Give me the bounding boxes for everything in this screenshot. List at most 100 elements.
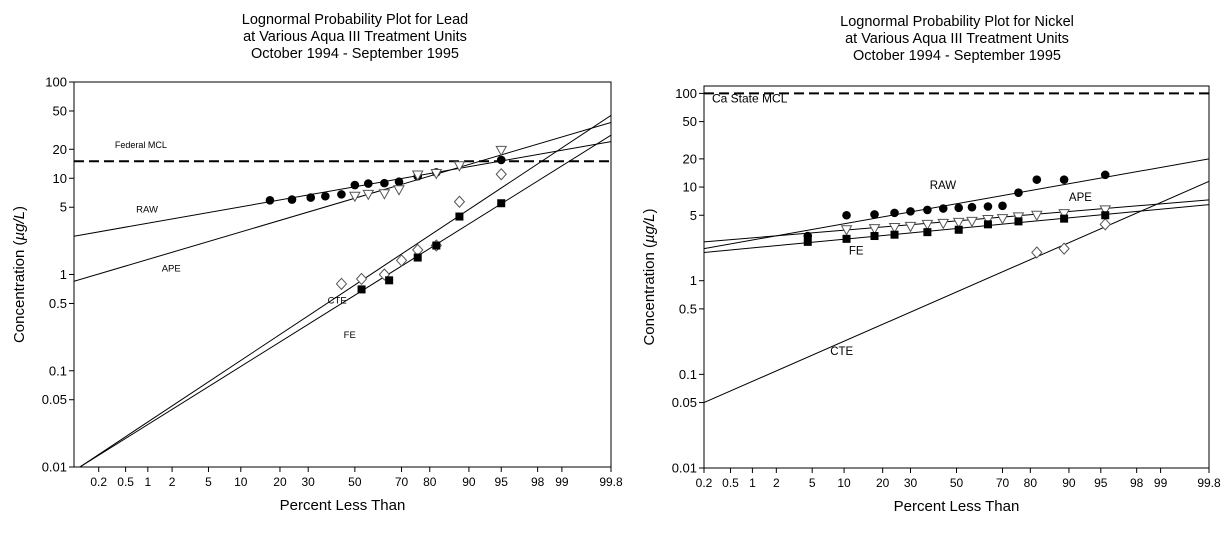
- chart-title-line: at Various Aqua III Treatment Units: [243, 29, 467, 45]
- y-axis-label-suffix: ): [11, 206, 28, 211]
- filled-square-marker: [842, 234, 851, 243]
- x-tick-label: 50: [950, 476, 964, 490]
- filled-circle-marker: [938, 204, 948, 213]
- open-triangle-marker: [840, 225, 853, 236]
- y-axis-label: Concentration (µg/L): [11, 206, 28, 343]
- y-tick-label: 5: [60, 200, 67, 215]
- open-triangle-marker: [393, 185, 405, 196]
- filled-square-marker: [890, 230, 899, 239]
- x-tick-label: 0.5: [722, 476, 739, 490]
- open-triangle-marker: [868, 224, 881, 235]
- filled-circle-marker: [890, 208, 899, 218]
- open-triangle-marker: [952, 217, 965, 229]
- x-tick-label: 30: [302, 475, 316, 489]
- x-tick-label: 2: [773, 476, 780, 490]
- fit-line-raw: [74, 141, 611, 237]
- x-axis-label: Percent Less Than: [894, 498, 1020, 515]
- filled-circle-marker: [998, 201, 1007, 211]
- open-diamond-marker: [1058, 242, 1070, 255]
- x-tick-label: 99: [1154, 476, 1168, 490]
- chart-title-line: October 1994 - September 1995: [251, 46, 459, 62]
- filled-square-marker: [954, 225, 963, 234]
- open-triangle-marker: [1030, 210, 1043, 222]
- y-tick-label: 100: [45, 75, 67, 90]
- x-tick-label: 50: [348, 475, 362, 489]
- y-tick-label: 0.01: [42, 460, 67, 475]
- y-tick-label: 0.05: [42, 392, 67, 407]
- filled-circle-marker: [496, 155, 506, 165]
- x-tick-label: 20: [273, 475, 287, 489]
- open-triangle-marker: [430, 169, 443, 180]
- y-axis-label-prefix: Concentration (: [641, 243, 658, 346]
- filled-circle-marker: [337, 190, 346, 199]
- y-tick-label: 0.5: [49, 296, 67, 311]
- open-triangle-marker: [966, 216, 978, 228]
- filled-square-marker: [1060, 214, 1069, 223]
- filled-circle-marker: [394, 177, 404, 187]
- series-cte: [1031, 218, 1111, 259]
- y-tick-label: 0.1: [49, 363, 67, 378]
- fit-line-cte: [79, 114, 611, 467]
- y-axis-label-unit: µg/L: [11, 211, 28, 241]
- filled-square-marker: [455, 212, 464, 221]
- y-tick-label: 0.5: [679, 301, 697, 316]
- series-label-fe: FE: [849, 246, 864, 258]
- fit-line-ape: [74, 121, 611, 282]
- open-triangle-marker: [362, 189, 375, 201]
- x-tick-label: 99.8: [599, 475, 623, 489]
- filled-square-marker: [923, 228, 932, 237]
- series-label-raw: RAW: [136, 205, 158, 216]
- x-tick-label: 0.5: [117, 475, 134, 489]
- open-diamond-marker: [335, 277, 348, 291]
- open-diamond-marker: [1031, 246, 1043, 259]
- y-tick-label: 5: [690, 208, 697, 223]
- x-tick-label: 99.8: [1197, 476, 1221, 490]
- filled-circle-marker: [906, 207, 915, 216]
- filled-circle-marker: [954, 203, 963, 213]
- x-tick-label: 5: [205, 475, 212, 489]
- y-tick-label: 10: [683, 180, 697, 195]
- y-tick-label: 0.1: [679, 367, 697, 382]
- y-axis-label: Concentration (µg/L): [641, 208, 658, 345]
- x-tick-label: 5: [809, 476, 816, 490]
- chart-2: Lognormal Probability Plot for Nickelat …: [641, 14, 1221, 515]
- x-tick-label: 1: [144, 475, 151, 489]
- series-label-fe: FE: [344, 330, 356, 341]
- x-tick-label: 90: [1062, 476, 1076, 490]
- y-tick-label: 50: [53, 103, 67, 118]
- filled-circle-marker: [363, 179, 373, 188]
- fit-line-cte: [704, 180, 1209, 404]
- filled-circle-marker: [380, 178, 389, 188]
- x-tick-label: 98: [1130, 476, 1144, 490]
- filled-square-marker: [1101, 211, 1110, 220]
- filled-circle-marker: [923, 205, 932, 215]
- x-tick-label: 0.2: [90, 475, 107, 489]
- x-tick-label: 80: [1024, 476, 1038, 490]
- filled-circle-marker: [287, 195, 297, 204]
- filled-circle-marker: [1059, 175, 1069, 184]
- x-tick-label: 80: [423, 475, 437, 489]
- reference-line-label: Ca State MCL: [712, 91, 788, 105]
- filled-square-marker: [1014, 217, 1023, 226]
- fit-line-raw: [704, 158, 1209, 250]
- reference-line-label: Federal MCL: [115, 140, 167, 150]
- x-tick-label: 2: [169, 475, 176, 489]
- filled-circle-marker: [350, 180, 360, 190]
- x-tick-label: 20: [876, 476, 890, 490]
- chart-title-line: at Various Aqua III Treatment Units: [845, 31, 1069, 47]
- y-tick-label: 20: [683, 151, 697, 166]
- open-diamond-marker: [495, 168, 507, 181]
- filled-square-marker: [983, 220, 992, 229]
- filled-square-marker: [803, 237, 812, 246]
- chart-title-line: Lognormal Probability Plot for Lead: [242, 12, 469, 28]
- open-triangle-marker: [904, 221, 917, 233]
- open-triangle-marker: [1058, 209, 1070, 220]
- open-triangle-marker: [1099, 205, 1112, 216]
- series-cte: [335, 168, 507, 291]
- filled-circle-marker: [870, 210, 879, 219]
- filled-circle-marker: [1032, 175, 1042, 184]
- x-tick-label: 10: [234, 475, 248, 489]
- x-tick-label: 95: [495, 475, 509, 489]
